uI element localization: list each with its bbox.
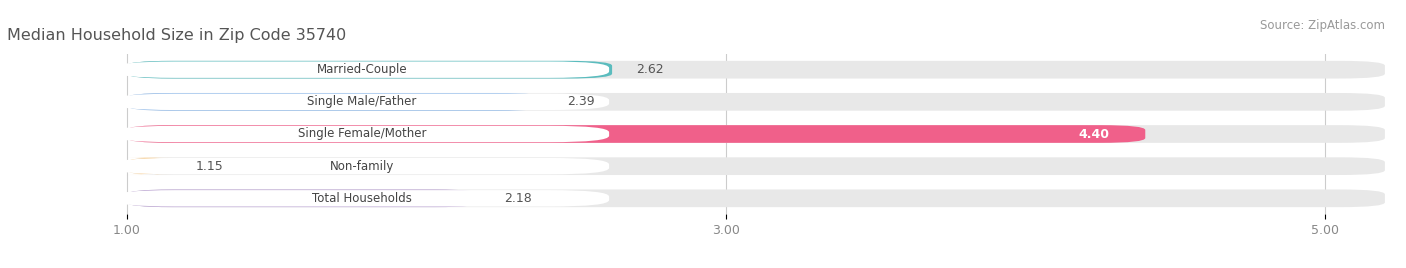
- Text: Total Households: Total Households: [312, 192, 412, 205]
- Text: 1.15: 1.15: [195, 160, 224, 173]
- FancyBboxPatch shape: [127, 61, 612, 79]
- FancyBboxPatch shape: [127, 157, 172, 175]
- Text: Married-Couple: Married-Couple: [316, 63, 408, 76]
- Text: 2.18: 2.18: [505, 192, 531, 205]
- Text: 2.39: 2.39: [567, 95, 595, 108]
- FancyBboxPatch shape: [127, 61, 1385, 79]
- Text: Non-family: Non-family: [330, 160, 394, 173]
- Text: Median Household Size in Zip Code 35740: Median Household Size in Zip Code 35740: [7, 28, 346, 43]
- FancyBboxPatch shape: [127, 157, 1385, 175]
- Text: Source: ZipAtlas.com: Source: ZipAtlas.com: [1260, 19, 1385, 32]
- FancyBboxPatch shape: [127, 125, 1385, 143]
- FancyBboxPatch shape: [115, 61, 609, 78]
- Text: 4.40: 4.40: [1078, 128, 1109, 140]
- FancyBboxPatch shape: [115, 158, 609, 174]
- FancyBboxPatch shape: [115, 190, 609, 207]
- Text: Single Male/Father: Single Male/Father: [308, 95, 416, 108]
- FancyBboxPatch shape: [127, 93, 543, 111]
- FancyBboxPatch shape: [115, 94, 609, 110]
- FancyBboxPatch shape: [127, 189, 481, 207]
- Text: 2.62: 2.62: [636, 63, 664, 76]
- Text: Single Female/Mother: Single Female/Mother: [298, 128, 426, 140]
- FancyBboxPatch shape: [127, 189, 1385, 207]
- FancyBboxPatch shape: [115, 126, 609, 142]
- FancyBboxPatch shape: [127, 93, 1385, 111]
- FancyBboxPatch shape: [127, 125, 1146, 143]
